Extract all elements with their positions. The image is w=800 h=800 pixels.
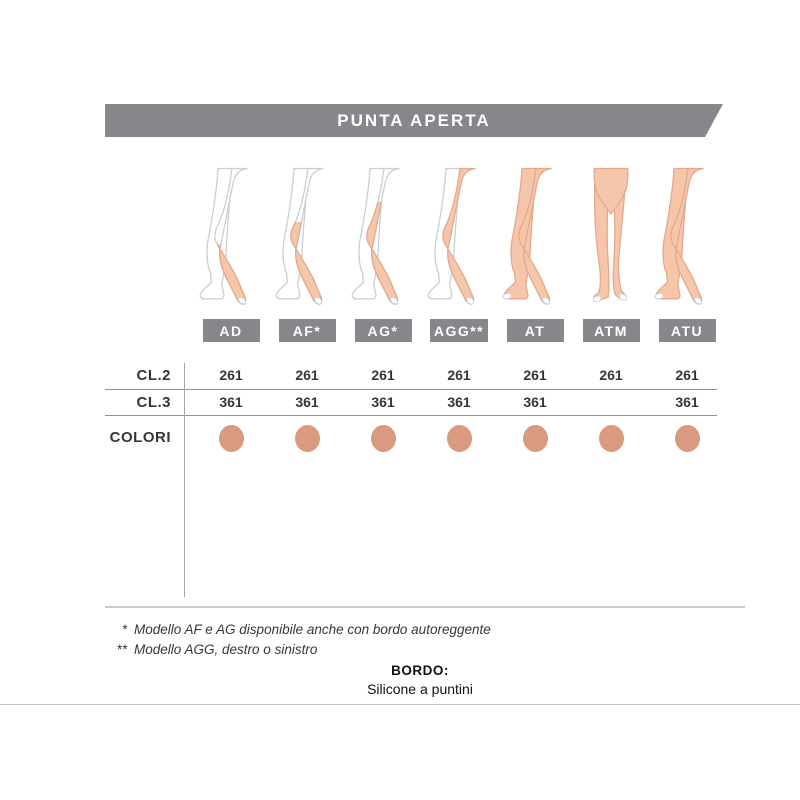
- cl3-value-agg: 361: [447, 394, 471, 410]
- leg-figure-at: [497, 162, 573, 308]
- cl2-value-ag: 261: [371, 367, 395, 383]
- colori-dots-row: [193, 424, 725, 452]
- row-label-colori: COLORI: [109, 429, 171, 446]
- color-dot: [674, 424, 700, 452]
- model-label-agg: AGG**: [429, 319, 489, 342]
- bottom-divider: [0, 704, 800, 705]
- footnotes: * Modello AF e AG disponibile anche con …: [105, 620, 491, 660]
- row-label-cl2: CL.2: [136, 367, 171, 384]
- cl3-value-ad: 361: [219, 394, 243, 410]
- leg-figures-row: [193, 162, 725, 308]
- leg-figure-agg: [421, 162, 497, 308]
- row-divider: [105, 415, 717, 416]
- color-dot: [370, 424, 396, 452]
- cl2-value-agg: 261: [447, 367, 471, 383]
- cl3-values-row: 361 361 361 361 361 361: [193, 389, 725, 416]
- cl3-value-ag: 361: [371, 394, 395, 410]
- ag-thighhigh-illustration: [351, 167, 401, 305]
- bordo-subtitle: Silicone a puntini: [367, 681, 473, 697]
- cl3-value-atu: 361: [675, 394, 699, 410]
- atm-maternity-tights-illustration: [592, 167, 629, 303]
- leg-figure-ad: [193, 162, 269, 308]
- cl3-value-at: 361: [523, 394, 547, 410]
- punta-aperta-banner: PUNTA APERTA: [105, 104, 723, 137]
- model-label-ad: AD: [202, 319, 260, 342]
- color-dot: [294, 424, 320, 452]
- cl2-value-at: 261: [523, 367, 547, 383]
- section-separator: [105, 606, 745, 608]
- table-vertical-divider: [184, 363, 185, 597]
- footnote-text: Modello AF e AG disponibile anche con bo…: [134, 622, 491, 637]
- model-label-ag: AG*: [354, 319, 412, 342]
- color-dot: [446, 424, 472, 452]
- footnote-single-asterisk: * Modello AF e AG disponibile anche con …: [105, 620, 491, 640]
- at-tights-illustration: [502, 167, 553, 305]
- leg-figure-ag: [345, 162, 421, 308]
- bordo-info: BORDO: Silicone a puntini: [40, 663, 800, 697]
- leg-figure-atm: [573, 162, 649, 308]
- footnote-double-asterisk: ** Modello AGG, destro o sinistro: [105, 640, 491, 660]
- cl2-value-atm: 261: [599, 367, 623, 383]
- color-dot: [598, 424, 624, 452]
- agg-singleleg-illustration: [427, 167, 477, 305]
- ad-kneehigh-illustration: [199, 167, 249, 305]
- cl2-value-af: 261: [295, 367, 319, 383]
- footnote-text: Modello AGG, destro o sinistro: [134, 642, 318, 657]
- color-dot: [218, 424, 244, 452]
- row-divider: [105, 389, 717, 390]
- model-label-af: AF*: [278, 319, 336, 342]
- af-thighhigh-illustration: [275, 167, 325, 305]
- cl3-value-af: 361: [295, 394, 319, 410]
- bordo-title: BORDO:: [391, 663, 449, 678]
- cl2-values-row: 261 261 261 261 261 261 261: [193, 362, 725, 389]
- footnote-marker: *: [121, 622, 127, 637]
- leg-figure-af: [269, 162, 345, 308]
- cl2-value-ad: 261: [219, 367, 243, 383]
- footnote-marker: **: [116, 642, 127, 657]
- cl2-value-atu: 261: [675, 367, 699, 383]
- row-label-cl3: CL.3: [136, 394, 171, 411]
- banner-title: PUNTA APERTA: [337, 110, 491, 130]
- color-dot: [522, 424, 548, 452]
- leg-figure-atu: [649, 162, 725, 308]
- model-label-row: AD AF* AG* AGG** AT ATM ATU: [193, 319, 725, 342]
- model-label-at: AT: [506, 319, 564, 342]
- atu-tights-illustration: [654, 167, 705, 305]
- model-label-atu: ATU: [658, 319, 716, 342]
- cl3-value-atm: [573, 389, 649, 416]
- model-label-atm: ATM: [582, 319, 640, 342]
